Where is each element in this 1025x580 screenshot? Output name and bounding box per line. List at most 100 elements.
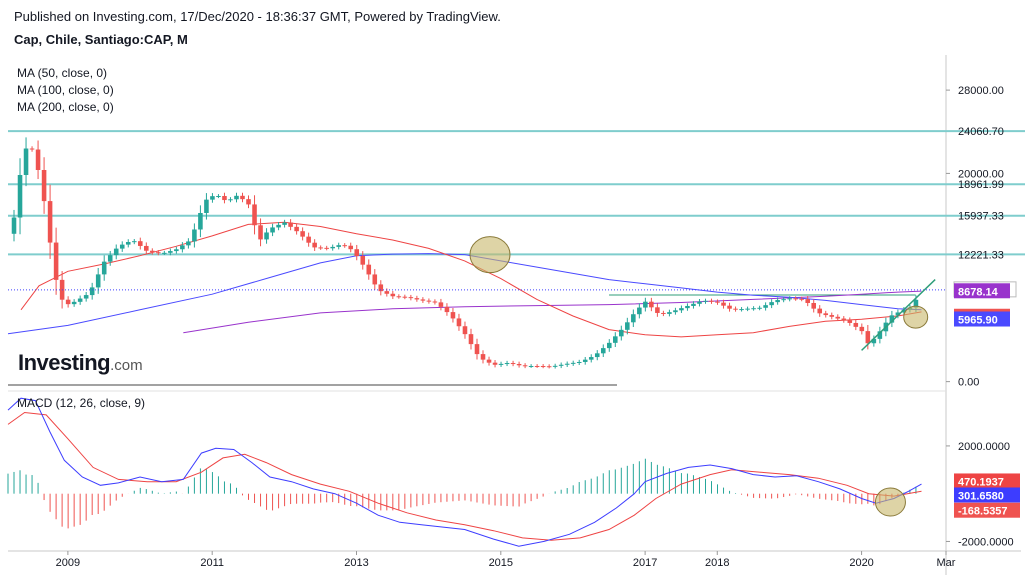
candle-body bbox=[390, 293, 396, 297]
x-tick-label: 2017 bbox=[633, 557, 657, 569]
candle-body bbox=[35, 149, 41, 171]
candle-body bbox=[282, 222, 287, 225]
candle-body bbox=[23, 148, 29, 175]
candle-body bbox=[29, 148, 35, 150]
candle-body bbox=[156, 252, 161, 254]
candle-body bbox=[53, 242, 59, 280]
candle-body bbox=[372, 274, 378, 285]
candle-body bbox=[853, 322, 859, 327]
candle-body bbox=[889, 315, 895, 323]
symbol-title: Cap, Chile, Santiago:CAP, M bbox=[14, 32, 188, 47]
y-tick-label: 28000.00 bbox=[958, 85, 1004, 97]
candle-body bbox=[504, 363, 510, 365]
candle-body bbox=[793, 298, 798, 300]
candle-body bbox=[877, 331, 883, 339]
macd-value-label: 470.1937 bbox=[958, 476, 1004, 488]
candle-body bbox=[420, 299, 426, 301]
macd-value-box bbox=[954, 487, 1020, 503]
candle-body bbox=[348, 245, 354, 250]
candle-body bbox=[414, 298, 420, 300]
ma50-line bbox=[20, 221, 922, 338]
candle-body bbox=[294, 226, 299, 232]
level-label: 18961.99 bbox=[958, 179, 1004, 191]
candle-body bbox=[47, 201, 53, 243]
candle-body bbox=[131, 241, 137, 243]
candle-body bbox=[366, 264, 372, 275]
candle-body bbox=[384, 291, 390, 294]
candle-body bbox=[661, 312, 666, 314]
candle-body bbox=[522, 365, 528, 367]
x-tick-label: 2015 bbox=[489, 557, 513, 569]
logo-brand: Investing bbox=[18, 350, 111, 375]
candle-body bbox=[697, 301, 702, 304]
investing-logo: Investing.com bbox=[18, 350, 143, 376]
candle-body bbox=[823, 313, 829, 316]
candle-body bbox=[841, 318, 847, 321]
x-tick-label: 2018 bbox=[705, 557, 729, 569]
publish-note: Published on Investing.com, 17/Dec/2020 … bbox=[14, 9, 501, 24]
candle-body bbox=[847, 320, 853, 323]
candle-body bbox=[95, 274, 101, 288]
candle-body bbox=[498, 363, 504, 365]
candle-body bbox=[745, 308, 750, 310]
candle-body bbox=[606, 342, 612, 349]
x-tick-label: 2011 bbox=[200, 557, 224, 569]
ma-value-box bbox=[954, 311, 1010, 327]
ma-value-label: 8678.14 bbox=[958, 286, 999, 298]
candle-body bbox=[787, 298, 792, 300]
ma-value-box bbox=[954, 283, 1010, 299]
candle-body bbox=[264, 232, 269, 240]
candle-body bbox=[913, 299, 919, 308]
candle-body bbox=[721, 302, 726, 306]
candle-body bbox=[204, 199, 209, 213]
logo-suffix: .com bbox=[110, 357, 143, 374]
candle-body bbox=[444, 306, 450, 313]
candle-body bbox=[492, 362, 498, 365]
candle-body bbox=[570, 362, 576, 364]
ma200-legend: MA (200, close, 0) bbox=[17, 100, 114, 114]
candle-body bbox=[168, 251, 173, 253]
y-tick-label: 0.00 bbox=[958, 377, 979, 389]
candle-body bbox=[715, 301, 720, 303]
candle-body bbox=[450, 312, 456, 319]
candle-body bbox=[113, 248, 119, 256]
candle-body bbox=[125, 242, 131, 245]
macd-value-label: -168.5357 bbox=[958, 506, 1008, 518]
candle-body bbox=[631, 314, 636, 323]
candle-body bbox=[11, 217, 17, 234]
candle-body bbox=[673, 310, 678, 313]
candle-body bbox=[426, 300, 432, 302]
candle-body bbox=[402, 296, 408, 298]
candle-body bbox=[240, 195, 245, 200]
level-label: 24060.70 bbox=[958, 126, 1004, 138]
ma50-legend: MA (50, close, 0) bbox=[17, 66, 108, 80]
candle-body bbox=[703, 300, 708, 302]
candle-body bbox=[258, 225, 263, 240]
candle-body bbox=[210, 196, 215, 200]
candle-body bbox=[150, 250, 155, 253]
candle-body bbox=[546, 366, 552, 368]
candle-body bbox=[234, 195, 239, 200]
candle-body bbox=[41, 170, 47, 202]
candle-body bbox=[534, 366, 540, 368]
candle-body bbox=[763, 305, 768, 308]
candle-body bbox=[468, 334, 474, 345]
macd-legend: MACD (12, 26, close, 9) bbox=[17, 396, 146, 410]
candle-body bbox=[733, 308, 738, 310]
candle-body bbox=[835, 316, 841, 319]
candle-body bbox=[769, 302, 774, 306]
candle-body bbox=[456, 318, 462, 327]
candle-body bbox=[192, 229, 197, 242]
candle-body bbox=[594, 353, 600, 358]
candle-body bbox=[342, 245, 348, 247]
candle-body bbox=[576, 361, 582, 363]
candle-body bbox=[408, 297, 414, 299]
candle-body bbox=[709, 300, 714, 302]
x-tick-label: 2020 bbox=[849, 557, 873, 569]
candle-body bbox=[83, 295, 89, 299]
candle-body bbox=[354, 249, 360, 256]
candle-body bbox=[679, 308, 684, 311]
candle-body bbox=[582, 359, 588, 362]
